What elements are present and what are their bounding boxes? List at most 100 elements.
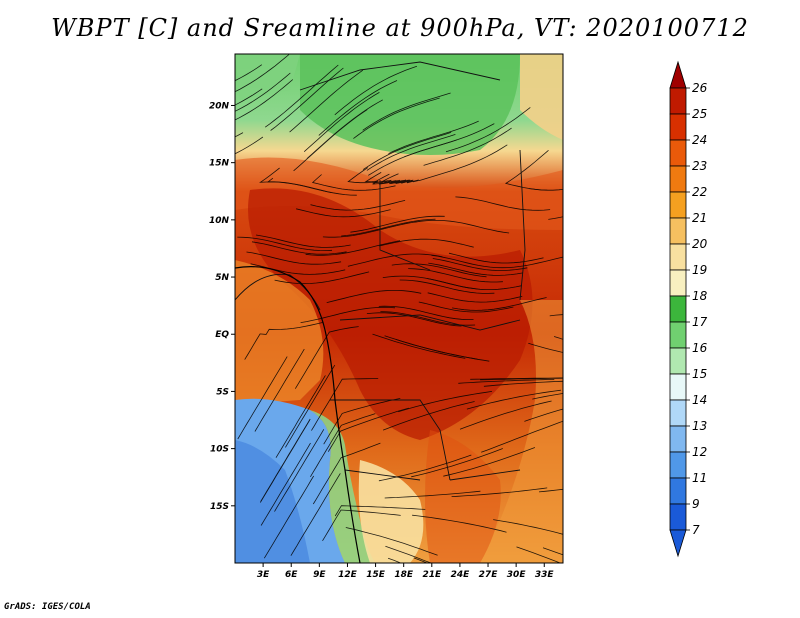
lat-label: 5S	[216, 387, 229, 397]
streamline	[528, 188, 563, 191]
streamline	[418, 144, 508, 182]
streamline	[353, 97, 440, 139]
streamline	[412, 514, 507, 533]
streamline	[347, 167, 398, 185]
streamline	[388, 120, 479, 154]
colorbar-label: 13	[692, 419, 707, 433]
streamline	[259, 167, 332, 193]
streamline	[259, 419, 311, 503]
streamline	[379, 238, 474, 248]
streamline	[300, 306, 396, 323]
colorbar-swatch	[669, 191, 687, 219]
colorbar-swatch	[669, 269, 687, 297]
streamline	[431, 254, 527, 269]
streamline	[459, 400, 552, 430]
lon-label: 18E	[394, 570, 414, 580]
streamline	[264, 64, 339, 128]
streamline	[382, 401, 475, 431]
lat-label: 15N	[209, 159, 230, 169]
streamline	[322, 509, 401, 542]
lat-label: 10S	[210, 445, 229, 455]
lon-label: 3E	[257, 570, 270, 580]
lon-label: 15E	[366, 570, 386, 580]
streamline	[428, 262, 523, 276]
streamline	[524, 408, 563, 422]
streamline	[528, 342, 563, 353]
streamline	[235, 64, 263, 82]
streamline	[246, 251, 342, 265]
colorbar-swatch	[669, 399, 687, 427]
streamline	[443, 447, 536, 477]
colorbar-swatch	[669, 321, 687, 349]
map-title: WBPT [C] and Sreamline at 900hPa, VT: 20…	[51, 14, 749, 42]
streamline	[310, 413, 376, 478]
streamline	[345, 527, 438, 556]
streamline	[448, 252, 544, 264]
streamline	[432, 258, 528, 271]
streamline	[372, 333, 466, 359]
streamline	[458, 379, 555, 384]
colorbar-label: 14	[692, 393, 707, 407]
streamline	[493, 519, 563, 535]
streamline	[549, 314, 563, 317]
colorbar-swatch	[669, 451, 687, 479]
colorbar-label: 11	[692, 471, 707, 485]
streamline	[251, 241, 347, 255]
colorbar-swatch	[669, 139, 687, 167]
streamline	[516, 546, 562, 563]
streamline	[326, 290, 422, 303]
streamline	[323, 398, 401, 445]
streamline	[366, 312, 462, 327]
colorbar-bottom-arrow	[669, 529, 687, 558]
streamline	[274, 271, 370, 285]
lon-label: 27E	[479, 570, 499, 580]
streamline	[399, 279, 495, 294]
colorbar-label: 16	[692, 341, 708, 355]
lon-label: 12E	[338, 570, 358, 580]
colorbar-swatch	[669, 347, 687, 375]
streamline	[305, 240, 401, 256]
streamline	[334, 65, 418, 116]
streamline	[303, 92, 380, 152]
streamline	[470, 377, 563, 380]
lat-label: 10N	[209, 216, 230, 226]
streamline	[237, 236, 333, 252]
streamline	[532, 393, 563, 400]
colorbar-label: 23	[692, 159, 707, 173]
streamline	[445, 107, 531, 153]
streamline	[378, 305, 474, 320]
colorbar-swatch	[669, 243, 687, 271]
streamline	[270, 67, 344, 131]
lon-label: 21E	[422, 570, 442, 580]
streamline	[289, 69, 364, 133]
longitude-axis: 3E 6E 9E 12E 15E 18E 21E 24E 27E 30E 33E	[257, 563, 554, 580]
lat-label: EQ	[215, 330, 229, 340]
colorbar-swatch	[669, 373, 687, 401]
colorbar-label: 7	[692, 523, 700, 537]
colorbar-top-arrow	[669, 60, 687, 89]
streamline	[254, 348, 305, 432]
streamline	[368, 139, 458, 176]
streamline	[398, 391, 493, 413]
streamline	[553, 336, 563, 340]
streamline	[427, 278, 522, 290]
streamline	[235, 88, 263, 106]
colorbar-label: 24	[692, 133, 707, 147]
streamline	[235, 54, 290, 93]
streamline	[538, 488, 563, 493]
streamline	[455, 196, 551, 211]
streamline	[483, 380, 563, 387]
streamline	[466, 389, 561, 410]
colorbar-swatch	[669, 113, 687, 141]
colorbar-label: 19	[692, 263, 707, 277]
latitude-axis: 20N 15N 10N 5N EQ 5S 10S 15S	[209, 101, 235, 512]
streamline	[311, 378, 379, 431]
streamline	[411, 448, 503, 478]
streamline	[384, 490, 481, 499]
streamline	[255, 234, 351, 248]
streamline	[525, 256, 563, 266]
colorbar-label: 17	[692, 315, 708, 329]
streamline	[341, 218, 436, 237]
streamline	[263, 475, 315, 559]
